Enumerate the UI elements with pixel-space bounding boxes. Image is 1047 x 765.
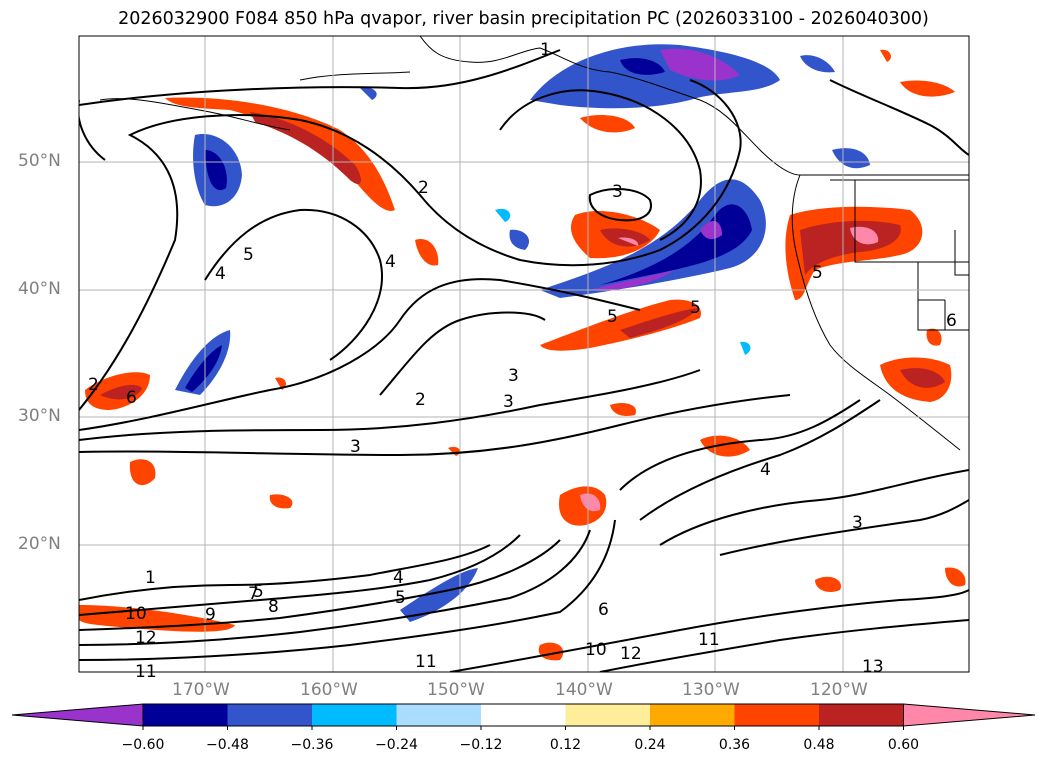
contour-label: 11 [698,630,720,650]
qvapor-contours [79,49,969,672]
contour-label: 4 [393,568,404,588]
colorbar-tick-label: −0.12 [459,737,503,753]
lon-label: 140°W [555,680,613,700]
contour-label: 2 [418,178,429,198]
contour-label: 4 [215,264,226,284]
contour-label: 6 [598,600,609,620]
colorbar-tick-label: −0.24 [375,737,418,753]
colorbar-segment [227,704,312,726]
colorbar-tick-label: 0.60 [887,737,920,753]
lat-label: 40°N [18,279,61,299]
positive-blob-california-offshore [540,299,701,351]
colorbar-tick-label: 0.36 [718,737,751,753]
plot-frame [78,35,970,673]
contour-label: 4 [385,252,396,272]
colorbar-tick-label: 0.24 [634,737,666,753]
contour-label: 2 [415,390,426,410]
contour-label: 11 [135,662,157,682]
colorbar-segment [734,704,819,726]
contour-label: 12 [620,644,642,664]
coastlines [99,36,969,451]
contour-label: 7 [248,584,259,604]
contour-label: 5 [607,307,618,327]
contour-label: 6 [946,311,957,331]
colorbar-tick-label: −0.36 [290,737,334,753]
contour-label: 5 [243,245,254,265]
colorbar-tick-label: −0.48 [206,737,249,753]
contour-label: 13 [862,657,884,677]
contour-label: 8 [268,597,279,617]
contour-label: 3 [612,182,623,202]
colorbar-frame [142,703,904,727]
contour-label: 12 [135,628,157,648]
contour-label: 10 [585,640,607,660]
lon-label: 160°W [300,680,358,700]
contour-label: 5 [690,298,701,318]
contour-label: 10 [125,604,147,624]
colorbar-arrow-right [903,703,1036,727]
lon-label: 120°W [810,680,868,700]
colorbar-segment [481,704,566,726]
negative-blob-gulf-alaska [530,44,780,109]
gridlines [79,36,969,672]
colorbar [11,703,1036,730]
contour-label: 3 [508,366,519,386]
contour-label: 5 [253,582,264,602]
colorbar-segment [565,704,650,726]
contour-label: 1 [540,40,551,60]
colorbar-tick-label: 0.12 [549,737,582,753]
colorbar-arrow-left [11,703,144,727]
colorbar-segment [143,704,228,726]
lon-label: 170°W [172,680,230,700]
contour-label: 2 [88,375,99,395]
colorbar-segment [312,704,397,726]
colorbar-segment [819,704,904,726]
contour-label: 3 [503,392,514,412]
contour-label: 5 [812,263,823,283]
colorbar-segment [650,704,735,726]
contour-label: 5 [395,588,406,608]
lon-label: 150°W [427,680,485,700]
contour-label: 3 [852,513,863,533]
contour-label: 9 [205,605,216,625]
contour-label: 3 [350,437,361,457]
map-title: 2026032900 F084 850 hPa qvapor, river ba… [118,9,929,29]
lat-label: 20°N [18,534,61,554]
contour-label: 11 [415,652,437,672]
negative-blob-pacific-nw [540,179,766,298]
colorbar-segment [396,704,481,726]
contour-label: 6 [126,388,137,408]
lat-label: 50°N [18,151,61,171]
contour-label: 1 [145,568,156,588]
lon-label: 130°W [682,680,740,700]
contour-label: 4 [760,460,771,480]
positive-anomaly-areas [79,49,966,661]
colorbar-tick-label: 0.48 [803,737,835,753]
colorbar-tick-label: −0.60 [121,737,165,753]
lat-label: 30°N [18,406,61,426]
